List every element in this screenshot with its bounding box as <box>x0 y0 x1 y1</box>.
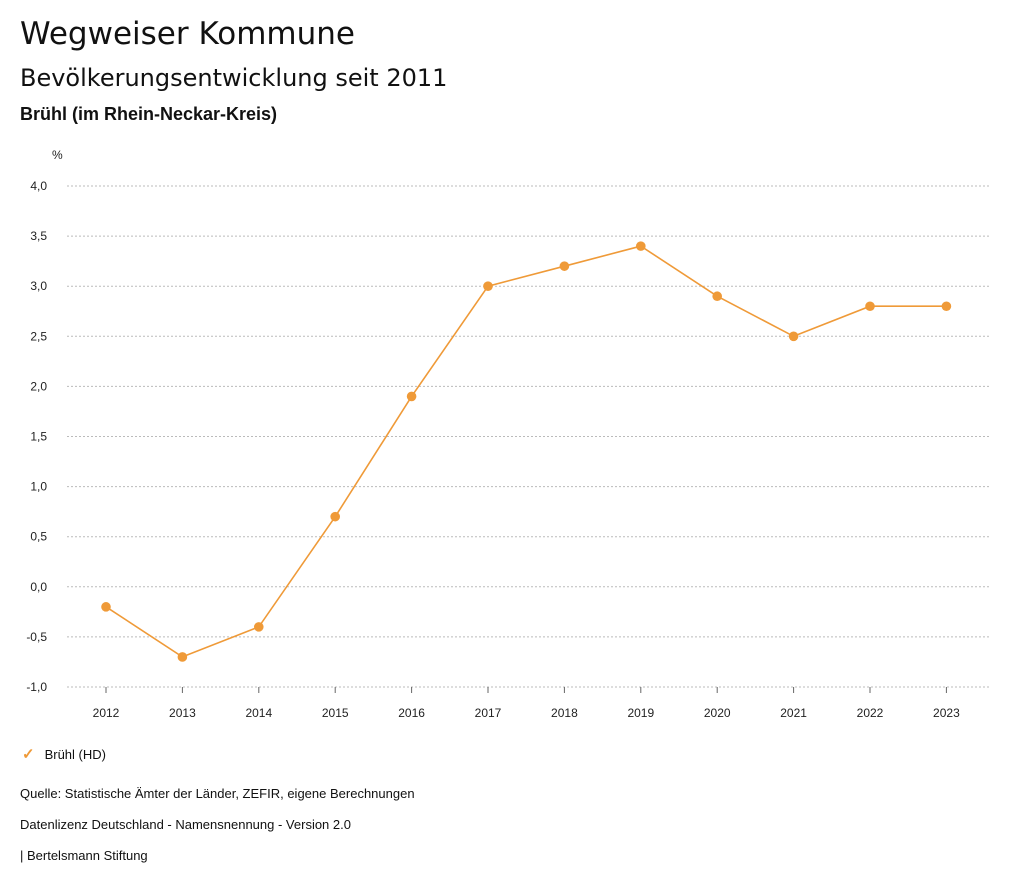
y-tick-label: 1,5 <box>30 430 47 444</box>
x-tick-label: 2013 <box>169 706 196 720</box>
grid-lines <box>67 185 990 688</box>
y-tick-label: 2,5 <box>30 329 47 343</box>
data-point[interactable] <box>865 301 875 312</box>
x-tick-label: 2021 <box>780 706 807 720</box>
series-line-bruehl <box>105 245 947 658</box>
y-tick-label: 3,5 <box>30 229 47 243</box>
y-axis-unit: % <box>52 148 63 162</box>
x-tick-label: 2017 <box>475 706 502 720</box>
data-point[interactable] <box>941 301 952 312</box>
data-point[interactable] <box>483 281 493 291</box>
data-point[interactable] <box>177 652 188 662</box>
region-label: Brühl (im Rhein-Neckar-Kreis) <box>20 104 278 124</box>
y-tick-label: 0,5 <box>30 530 47 544</box>
y-tick-label: 1,0 <box>30 480 47 494</box>
data-point[interactable] <box>406 391 417 402</box>
publisher-note: | Bertelsmann Stiftung <box>20 848 148 863</box>
checkmark-icon: ✓ <box>22 746 35 763</box>
license-note: Datenlizenz Deutschland - Namensnennung … <box>20 817 351 832</box>
y-tick-label: 2,0 <box>30 379 47 393</box>
x-tick-label: 2022 <box>857 706 884 720</box>
source-note: Quelle: Statistische Ämter der Länder, Z… <box>20 786 415 801</box>
page-title: Wegweiser Kommune <box>20 16 355 52</box>
y-tick-label: 0,0 <box>30 580 47 594</box>
data-point[interactable] <box>712 291 722 302</box>
x-tick-label: 2019 <box>627 706 654 720</box>
y-axis-ticks: -1,0 -0,5 0,0 0,5 1,0 1,5 2,0 2,5 3,0 3,5 4,0 <box>26 179 47 694</box>
data-point[interactable] <box>636 241 646 251</box>
x-tick-label: 2016 <box>398 706 425 720</box>
line-chart: % -1,0 -0,5 0,0 0,5 1,0 1,5 2,0 2,5 3,0 3,5 4,0 20… <box>26 148 990 720</box>
chart-subtitle: Bevölkerungsentwicklung seit 2011 <box>20 64 448 92</box>
y-tick-label: 3,0 <box>30 279 47 293</box>
y-tick-label: 4,0 <box>30 179 47 193</box>
x-tick-label: 2014 <box>245 706 272 720</box>
x-tick-label: 2018 <box>551 706 578 720</box>
x-tick-label: 2023 <box>933 706 960 720</box>
x-tick-label: 2015 <box>322 706 349 720</box>
data-point[interactable] <box>101 602 111 612</box>
x-tick-label: 2020 <box>704 706 731 720</box>
data-point[interactable] <box>559 261 570 271</box>
data-point[interactable] <box>253 622 264 632</box>
y-tick-label: -0,5 <box>26 630 47 644</box>
series-points <box>101 241 952 662</box>
data-point[interactable] <box>788 331 799 342</box>
legend-label: Brühl (HD) <box>44 746 106 762</box>
legend[interactable]: ✓ Brühl (HD) <box>22 745 106 763</box>
y-tick-label: -1,0 <box>26 680 47 694</box>
x-axis: 2012 2013 2014 2015 2016 2017 2018 2019 2020 2021… <box>93 687 960 720</box>
x-tick-label: 2012 <box>93 706 120 720</box>
data-point[interactable] <box>330 511 341 522</box>
